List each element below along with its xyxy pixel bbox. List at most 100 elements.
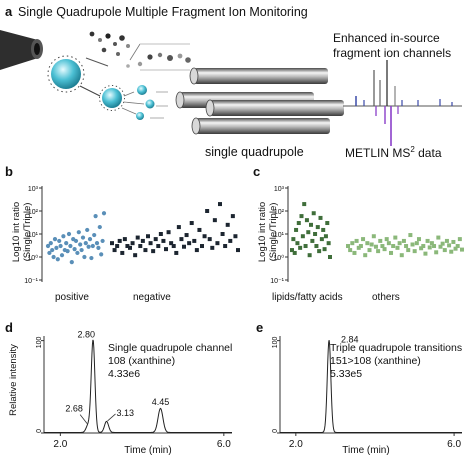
panel-b-group-positive-label: positive (55, 292, 89, 303)
panel-d-annotation-line1: Single quadrupole channel (108, 342, 232, 354)
panel-b-ytick-label: 10⁻¹ (24, 278, 38, 285)
panel-c-ylabel-line2: (Single/Triple) (268, 203, 279, 262)
panel-b-point (64, 241, 69, 246)
panel-b-point (78, 242, 83, 247)
panel-c-point (291, 237, 296, 242)
panel-b-point (179, 237, 184, 242)
panel-c-point (391, 244, 396, 249)
panel-e-annotation-line1: Triple quadrupole transitions (330, 342, 462, 354)
panel-b-point (45, 243, 51, 249)
panel-b-point (158, 232, 163, 236)
panel-c-point (455, 244, 460, 249)
panel-b-point (86, 244, 91, 249)
panel-c-point (367, 248, 372, 253)
panel-d-peak-label: 2.68 (65, 404, 83, 414)
panel-b-point (153, 237, 158, 242)
panel-b-point (122, 237, 127, 242)
panel-c-point (414, 241, 419, 246)
quadrupole-rods-icon (175, 67, 344, 135)
panel-c-point (393, 235, 398, 240)
panel-b: b Log10 int ratio (Single/Triple) 10³ 10²… (5, 164, 240, 303)
panel-b-point (200, 244, 204, 249)
panel-b-point (87, 237, 93, 242)
panel-b-point (140, 238, 145, 243)
panel-d-xtick-label: 6.0 (217, 439, 231, 450)
panel-c-point (427, 245, 432, 250)
panel-c-point (352, 250, 357, 255)
panel-c-point (300, 234, 305, 239)
panel-c-ytick-label: 10¹ (274, 232, 285, 239)
panel-c-point (369, 242, 374, 247)
panel-e-chromatogram-trace (280, 340, 462, 433)
panel-d-ytick-label: 0 (36, 429, 43, 433)
panel-b-point (97, 224, 102, 230)
panel-c-point (326, 241, 331, 246)
panel-b-point (83, 241, 88, 246)
panel-c-point (449, 249, 454, 254)
panel-b-point (101, 211, 107, 216)
panel-c-point (309, 222, 313, 227)
panel-c-point (440, 241, 445, 246)
panel-d-peak-leader (79, 414, 88, 424)
panel-b-point (148, 241, 153, 246)
panel-b-point (125, 244, 130, 249)
panel-b-point (161, 238, 166, 243)
panel-b-ytick-label: 10¹ (28, 232, 39, 239)
panel-b-point (100, 238, 105, 244)
panel-c-point (378, 238, 383, 243)
panel-b-point (171, 244, 176, 249)
panel-c-point (371, 234, 376, 239)
panel-b-ylabel-line1: Log10 int ratio (11, 202, 22, 262)
panel-b-point (65, 249, 70, 254)
panel-c-point (306, 230, 311, 235)
panel-b-point (73, 238, 79, 244)
panel-c-point (389, 250, 394, 255)
panel-b-point (233, 234, 238, 239)
panel-c-point (363, 253, 368, 258)
panel-c-point (354, 238, 359, 243)
panel-b-point (210, 245, 215, 250)
panel-a-letter: a (5, 4, 13, 19)
metlin-label-main: METLIN MS (345, 146, 410, 160)
panel-c-point (419, 246, 424, 251)
metlin-label-sup: 2 (410, 145, 415, 154)
panel-c-point (307, 253, 312, 258)
panel-c-point (429, 241, 434, 246)
panel-b-point (79, 247, 84, 253)
panel-d: d Relative intensity 100 0 2.0 6.0 2.68 2.80… (5, 320, 232, 456)
panel-c-point (423, 251, 428, 256)
panel-b-point (69, 260, 74, 265)
panel-c-group-lipids-label: lipids/fatty acids (272, 292, 343, 303)
panel-c-point (358, 244, 363, 249)
panel-c-point (380, 244, 385, 249)
quadrupole-label: single quadrupole (205, 145, 304, 159)
panel-b-point (96, 245, 101, 250)
fragmenting-droplets-icon (79, 85, 168, 120)
panel-c-ytick-label: 10⁰ (273, 254, 284, 262)
panel-c-point (321, 227, 326, 232)
panel-c-point (384, 237, 389, 242)
panel-b-point (72, 247, 77, 252)
panel-b-point (85, 227, 90, 233)
panel-c-point (313, 232, 318, 236)
panel-b-point (182, 244, 186, 249)
mirror-spectrum-icon (343, 60, 462, 146)
panel-b-point (189, 221, 194, 226)
panel-b-ytick-label: 10² (28, 209, 39, 216)
panel-e-peak-label: 2.84 (341, 335, 359, 345)
panel-c-point (425, 238, 430, 243)
panel-c-letter: c (253, 164, 260, 179)
panel-c-point (399, 253, 404, 258)
panel-b-point (135, 235, 140, 240)
panel-d-letter: d (5, 320, 13, 335)
panel-c-point (322, 247, 327, 252)
panel-c-point (410, 242, 415, 247)
panel-b-point (120, 250, 125, 255)
panel-c-point (318, 215, 323, 220)
panel-b-point (197, 227, 202, 232)
panel-b-point (133, 253, 138, 258)
panel-b-point (187, 241, 192, 246)
panel-c-point (412, 249, 417, 254)
panel-c-point (376, 249, 381, 254)
